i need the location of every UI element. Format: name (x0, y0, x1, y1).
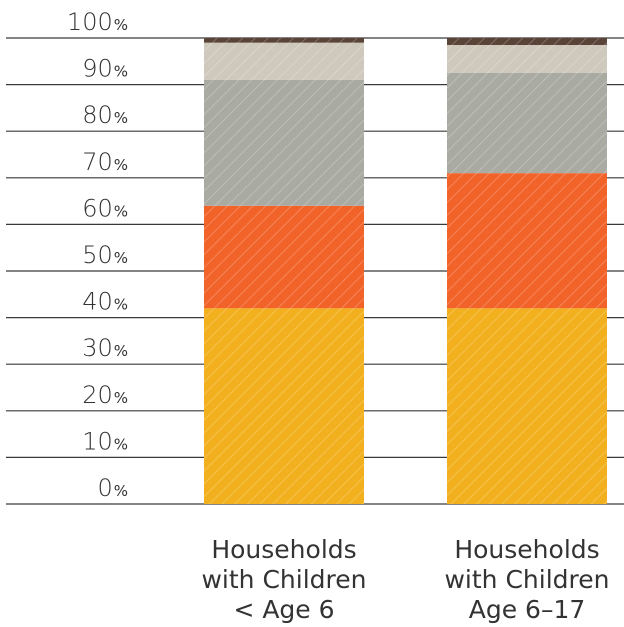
y-tick-label-70: 70% (82, 148, 128, 176)
y-tick-label-40: 40% (82, 288, 128, 316)
y-tick-label-10: 10% (82, 427, 128, 455)
bar-hatch-2-3 (447, 72, 607, 174)
bar-hatch-1-5 (204, 38, 364, 43)
y-tick-label-50: 50% (82, 241, 128, 269)
y-tick-label-30: 30% (82, 334, 128, 362)
category-label-1: Households with Children < Age 6 (201, 535, 366, 624)
category-label-2: Households with Children Age 6–17 (444, 535, 609, 624)
y-tick-label-80: 80% (82, 101, 128, 129)
y-tick-label-100: 100% (67, 8, 128, 36)
y-tick-label-0: 0% (97, 474, 128, 502)
x-axis-category-labels: Households with Children < Age 6 Households… (201, 535, 609, 624)
bar-hatch-2-4 (447, 44, 607, 73)
bar-hatch-2-5 (447, 38, 607, 45)
y-tick-label-60: 60% (82, 194, 128, 222)
bar-hatch-2-2 (447, 173, 607, 309)
bar-hatch-2-1 (447, 308, 607, 504)
y-tick-label-20: 20% (82, 381, 128, 409)
bar-stack-2 (447, 38, 607, 504)
bar-hatch-1-3 (204, 79, 364, 206)
y-tick-label-90: 90% (82, 55, 128, 83)
bar-hatch-1-4 (204, 42, 364, 80)
bar-hatch-1-2 (204, 205, 364, 309)
bar-hatch-1-1 (204, 308, 364, 504)
y-axis-tick-labels: 0% 10% 20% 30% 40% 50% 60% 70% 80% 90% 100% (67, 8, 128, 502)
bar-stack-1 (204, 38, 364, 504)
bars (204, 38, 607, 504)
